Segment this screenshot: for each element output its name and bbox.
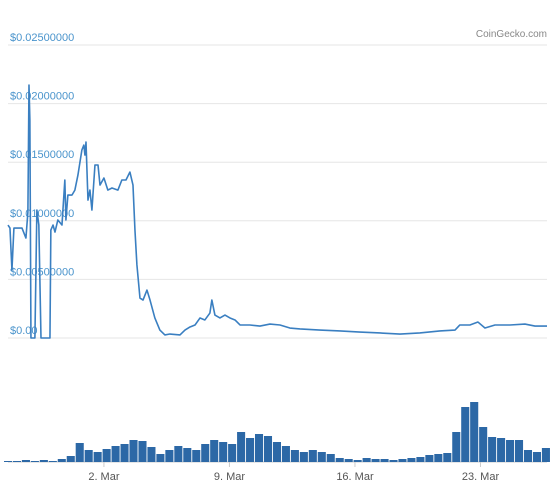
- volume-bar: [120, 444, 129, 462]
- volume-bar: [344, 459, 353, 462]
- y-tick-label: $0.01500000: [10, 149, 74, 161]
- volume-bar: [532, 452, 541, 462]
- volume-bar: [201, 444, 210, 462]
- y-tick-label: $0.01000000: [10, 208, 74, 220]
- volume-bar: [335, 458, 344, 462]
- volume-bar: [129, 440, 138, 462]
- volume-bar: [479, 427, 488, 462]
- volume-bar: [111, 446, 120, 462]
- volume-bar: [228, 444, 237, 462]
- volume-bar: [362, 458, 371, 462]
- volume-bar: [326, 454, 335, 462]
- volume-bar: [165, 450, 174, 462]
- volume-bar: [57, 459, 66, 462]
- volume-bar: [488, 437, 497, 462]
- volume-bar: [48, 461, 57, 462]
- volume-bar: [452, 432, 461, 462]
- volume-bar: [461, 407, 470, 462]
- volume-bar: [389, 460, 398, 462]
- volume-bar: [93, 452, 102, 462]
- x-tick-label: 16. Mar: [336, 471, 374, 483]
- volume-bar: [174, 446, 183, 462]
- y-tick-label: $0.02000000: [10, 91, 74, 103]
- volume-bar: [4, 461, 13, 462]
- volume-bar: [156, 454, 165, 462]
- volume-bar: [281, 446, 290, 462]
- volume-bar: [317, 452, 326, 462]
- volume-bar: [263, 436, 273, 462]
- volume-bar: [398, 459, 407, 462]
- volume-bar: [497, 438, 506, 462]
- y-tick-label: $0.02500000: [10, 32, 74, 44]
- volume-bar: [514, 440, 524, 462]
- credit: CoinGecko.com: [476, 29, 547, 40]
- volume-bar: [210, 440, 219, 462]
- volume-bar: [237, 432, 246, 462]
- volume-bar: [407, 458, 416, 462]
- volume-bar: [425, 455, 434, 462]
- x-tick-label: 2. Mar: [88, 471, 120, 483]
- volume-bar: [12, 461, 21, 462]
- volume-bar: [21, 460, 30, 462]
- volume-bar: [183, 448, 192, 462]
- volume-bar: [290, 450, 299, 462]
- y-tick-label: $0.00500000: [10, 266, 74, 278]
- volume-bar: [75, 443, 84, 462]
- volume-bar: [39, 460, 48, 462]
- volume-bar: [147, 447, 156, 462]
- volume-bar: [84, 450, 93, 462]
- volume-bar: [66, 456, 75, 462]
- volume-bar: [254, 434, 264, 462]
- volume-bar: [371, 459, 380, 462]
- volume-bar: [380, 459, 389, 462]
- volume-bar: [523, 450, 533, 462]
- volume-bar: [470, 402, 479, 462]
- volume-bar: [219, 442, 228, 462]
- volume-bar: [246, 438, 255, 462]
- y-tick-label: $0.00: [10, 325, 38, 337]
- volume-bar: [30, 461, 39, 462]
- x-tick-label: 9. Mar: [214, 471, 246, 483]
- x-tick-label: 23. Mar: [462, 471, 500, 483]
- price-line: [7, 84, 547, 339]
- volume-bar: [416, 457, 425, 462]
- volume-bar: [299, 452, 308, 462]
- volume-bar: [541, 448, 550, 462]
- volume-bar: [308, 450, 317, 462]
- volume-bar: [506, 440, 515, 462]
- volume-bar: [434, 454, 443, 462]
- volume-bar: [192, 450, 201, 462]
- volume-bar: [443, 453, 452, 462]
- volume-bar: [102, 449, 111, 462]
- volume-bar: [138, 441, 147, 462]
- volume-bar: [272, 442, 281, 462]
- volume-bar: [353, 460, 362, 462]
